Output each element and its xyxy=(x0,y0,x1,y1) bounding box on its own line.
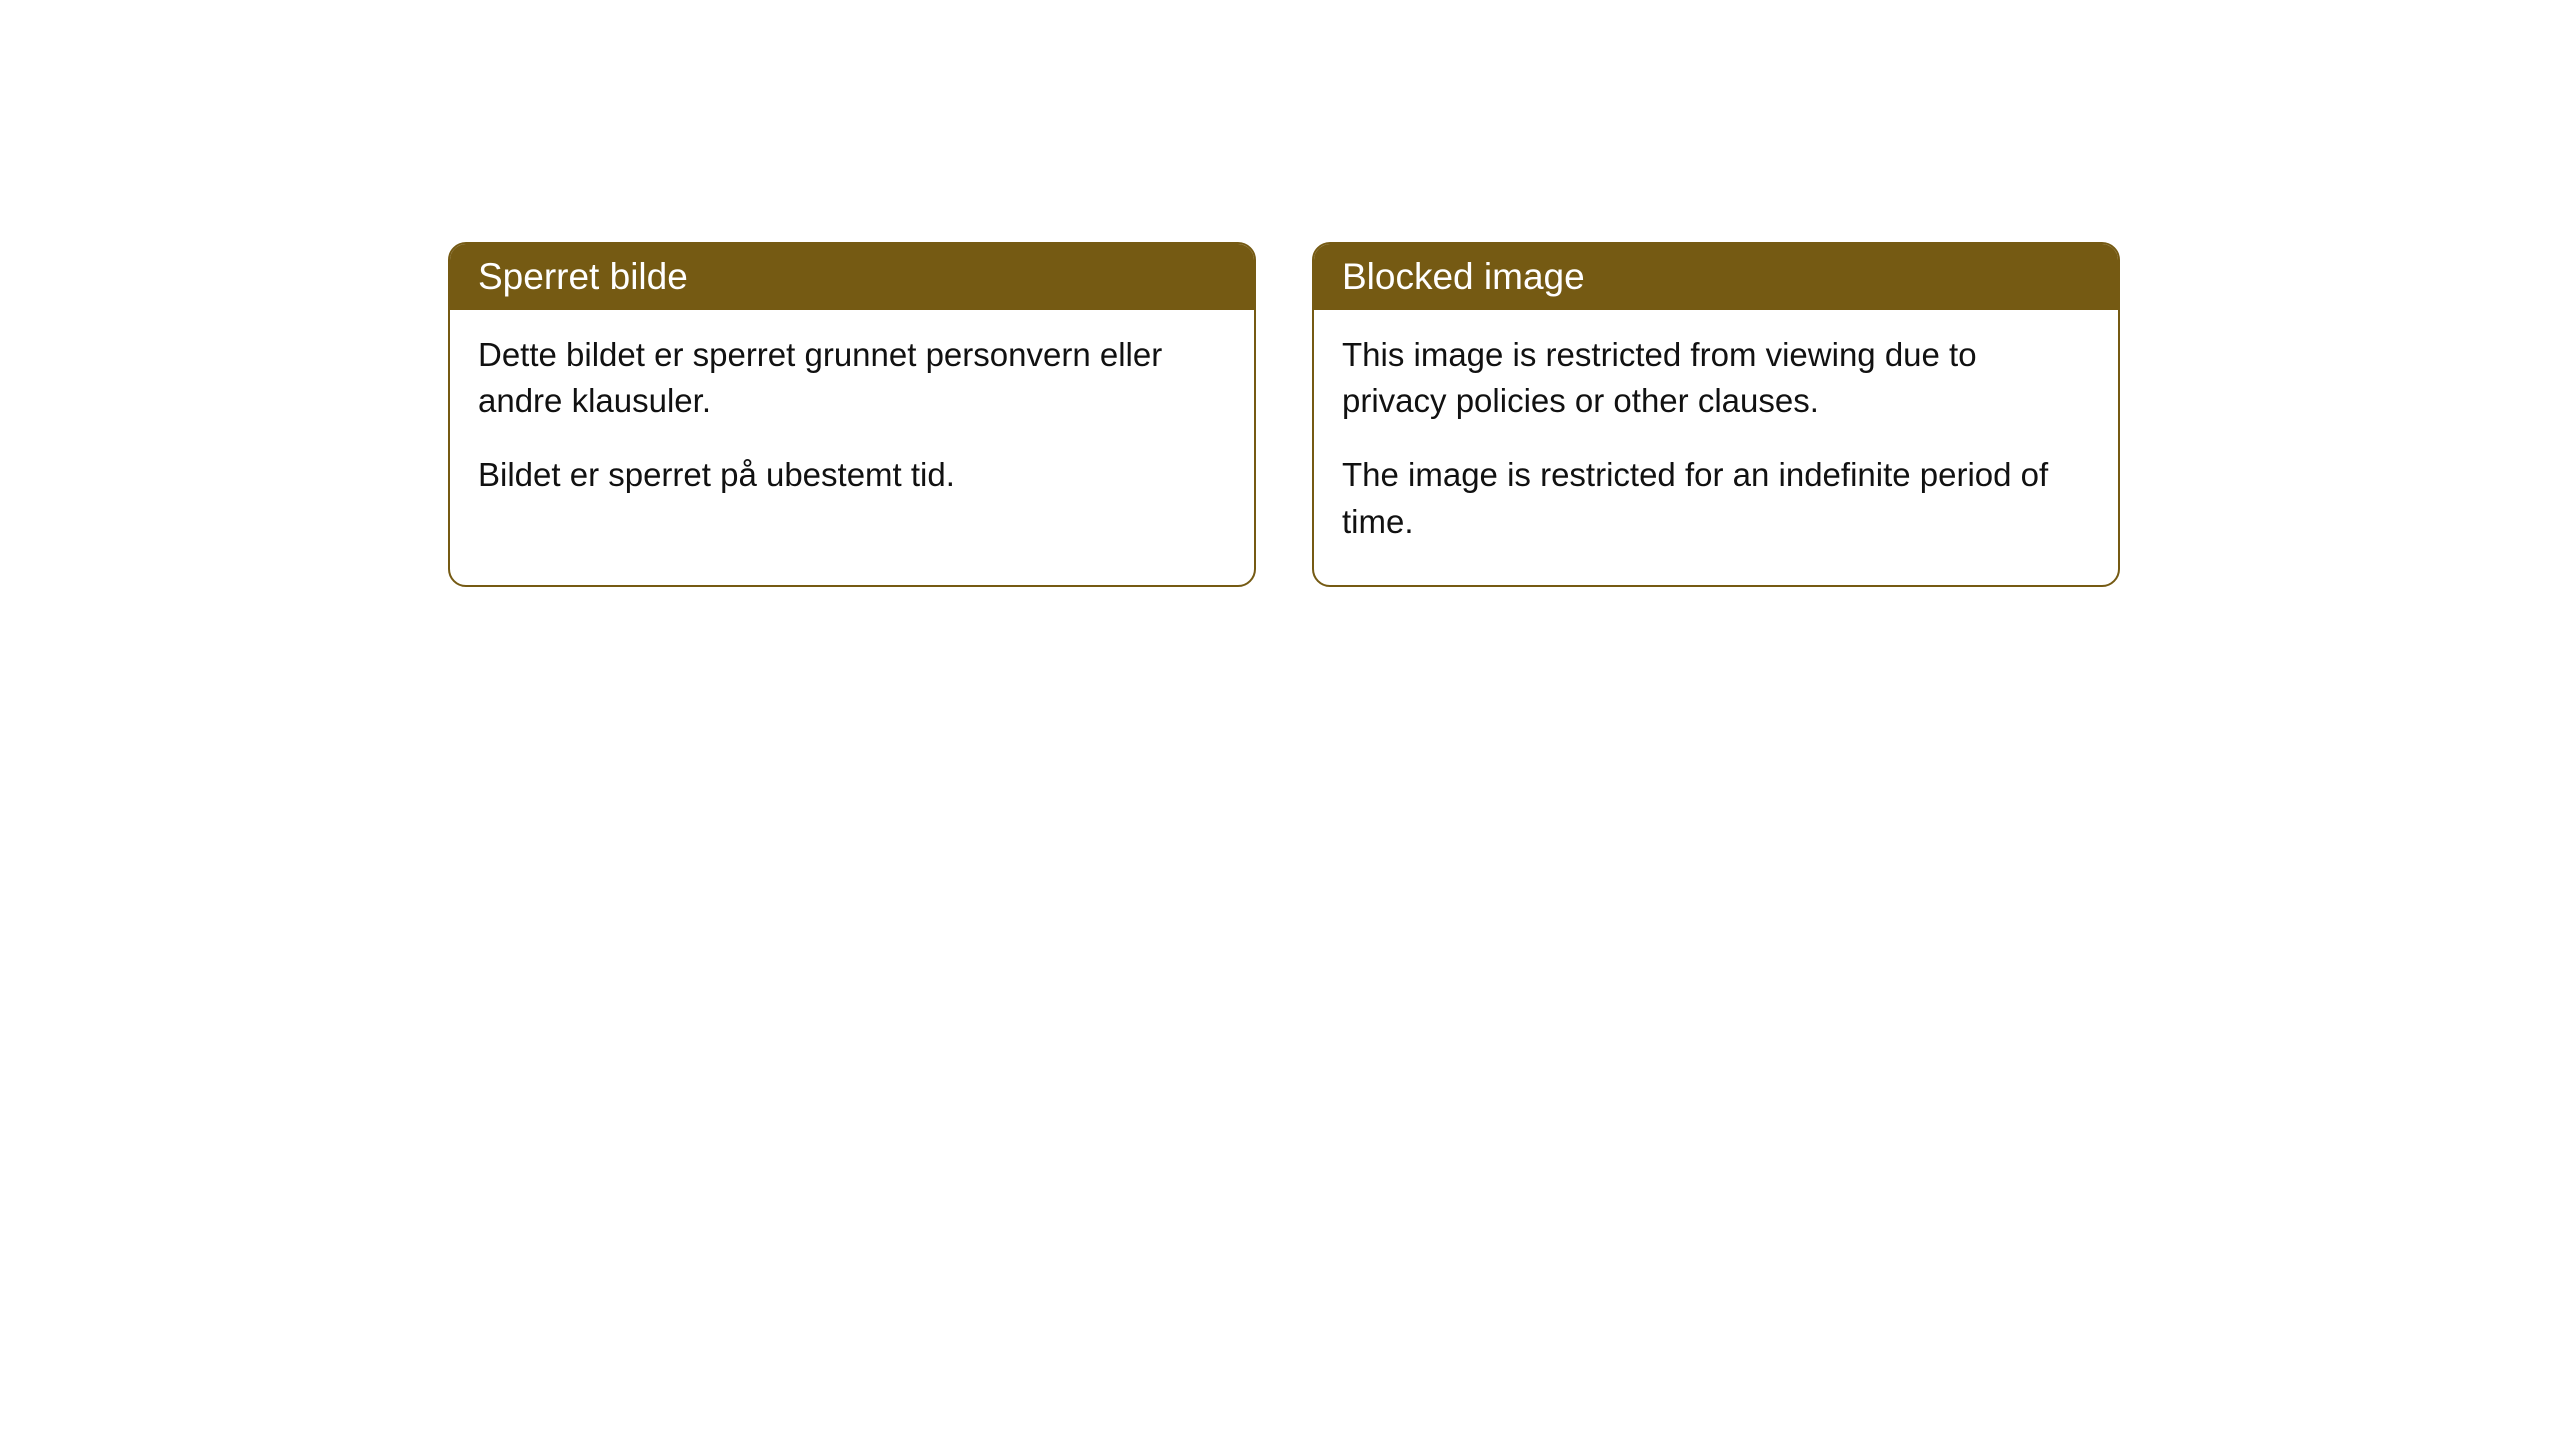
card-body: This image is restricted from viewing du… xyxy=(1314,310,2118,585)
card-paragraph-2: The image is restricted for an indefinit… xyxy=(1342,452,2090,544)
notice-cards-container: Sperret bilde Dette bildet er sperret gr… xyxy=(448,242,2120,587)
card-paragraph-1: This image is restricted from viewing du… xyxy=(1342,332,2090,424)
card-header: Sperret bilde xyxy=(450,244,1254,310)
card-paragraph-1: Dette bildet er sperret grunnet personve… xyxy=(478,332,1226,424)
notice-card-english: Blocked image This image is restricted f… xyxy=(1312,242,2120,587)
card-body: Dette bildet er sperret grunnet personve… xyxy=(450,310,1254,539)
card-title: Sperret bilde xyxy=(478,256,688,297)
card-paragraph-2: Bildet er sperret på ubestemt tid. xyxy=(478,452,1226,498)
card-header: Blocked image xyxy=(1314,244,2118,310)
notice-card-norwegian: Sperret bilde Dette bildet er sperret gr… xyxy=(448,242,1256,587)
card-title: Blocked image xyxy=(1342,256,1585,297)
